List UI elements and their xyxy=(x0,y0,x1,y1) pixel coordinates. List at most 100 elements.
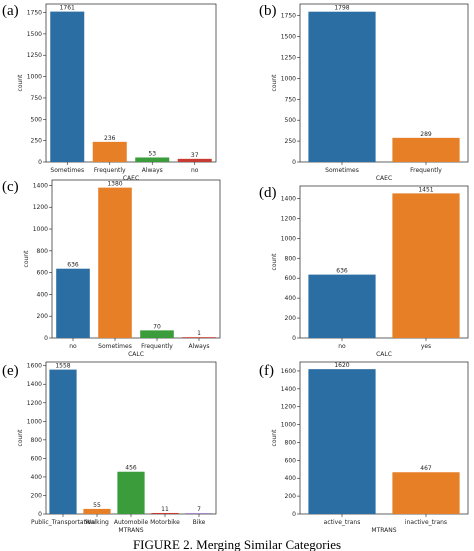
y-tick-label: 1500 xyxy=(281,34,296,41)
bar-no xyxy=(56,268,90,338)
bar-no xyxy=(308,274,376,338)
bar-value-label: 289 xyxy=(420,131,432,138)
chart-panel-2: (b) 0 250 500 750 1000 1250 1500 1750 count 1798 So… xyxy=(259,3,469,182)
y-tick-label: 600 xyxy=(37,270,49,277)
panel-letter: (e) xyxy=(2,363,19,379)
y-tick-label: 600 xyxy=(31,455,43,462)
y-tick-label: 800 xyxy=(31,437,43,444)
x-tick-label: Sometimes xyxy=(98,343,132,350)
bar-bike xyxy=(185,513,213,514)
x-tick-label: Sometimes xyxy=(50,167,84,174)
bar-sometimes xyxy=(308,11,376,162)
axes-frame xyxy=(299,361,469,515)
bar-yes xyxy=(392,193,460,338)
y-tick-label: 1500 xyxy=(27,31,42,38)
x-axis-label: MTRANS xyxy=(118,527,143,534)
y-axis-label: count xyxy=(271,74,278,92)
y-tick-label: 600 xyxy=(285,275,297,282)
panel-letter: (a) xyxy=(2,3,19,19)
y-tick-label: 0 xyxy=(38,159,42,166)
y-tick-label: 1000 xyxy=(281,75,296,82)
y-tick-label: 250 xyxy=(285,138,297,145)
bar-value-label: 1620 xyxy=(334,362,349,369)
x-tick-label: Automobile xyxy=(114,519,149,526)
bar-value-label: 53 xyxy=(148,150,156,157)
y-tick-label: 1000 xyxy=(281,235,296,242)
bar-value-label: 37 xyxy=(191,152,199,159)
y-tick-label: 800 xyxy=(285,255,297,262)
bar-value-label: 636 xyxy=(336,268,348,275)
bar-value-label: 55 xyxy=(93,502,101,509)
y-tick-label: 400 xyxy=(285,295,297,302)
bar-value-label: 1380 xyxy=(107,181,122,188)
x-tick-label: Frequently xyxy=(141,343,173,350)
y-tick-label: 250 xyxy=(31,138,43,145)
y-tick-label: 1200 xyxy=(281,215,296,222)
y-tick-label: 0 xyxy=(292,335,296,342)
x-axis-label: CAEC xyxy=(376,175,392,182)
x-axis-label: CAEC xyxy=(123,175,139,182)
y-tick-label: 600 xyxy=(285,457,297,464)
y-tick-label: 1200 xyxy=(281,404,296,411)
y-tick-label: 1200 xyxy=(27,400,42,407)
chart-panel-3: (c) 0 200 400 600 800 1000 1200 1400 count 636 no 13… xyxy=(2,179,221,358)
x-tick-label: Always xyxy=(142,167,163,174)
y-tick-label: 0 xyxy=(38,511,42,518)
y-tick-label: 1400 xyxy=(281,195,296,202)
y-tick-label: 800 xyxy=(37,248,49,255)
axes-frame xyxy=(299,185,469,339)
bar-value-label: 1798 xyxy=(334,5,349,12)
y-tick-label: 800 xyxy=(285,439,297,446)
y-tick-label: 400 xyxy=(285,475,297,482)
x-tick-label: active_trans xyxy=(324,519,361,526)
x-axis-label: CALC xyxy=(376,351,392,358)
x-tick-label: Sometimes xyxy=(325,167,359,174)
y-axis-label: count xyxy=(271,253,278,271)
y-tick-label: 750 xyxy=(285,96,297,103)
chart-panel-1: (a) 0 250 500 750 1000 1250 1500 1750 count 1761 So… xyxy=(2,3,217,182)
x-tick-label: Walking xyxy=(85,519,109,526)
y-tick-label: 750 xyxy=(31,95,43,102)
x-tick-label: inactive_trans xyxy=(405,519,447,526)
bar-value-label: 1761 xyxy=(60,5,75,12)
bar-value-label: 1558 xyxy=(55,363,70,370)
x-tick-label: Public_Transportation xyxy=(31,519,95,526)
bar-no xyxy=(177,158,212,162)
bar-value-label: 7 xyxy=(197,506,201,513)
y-tick-label: 500 xyxy=(31,116,43,123)
y-tick-label: 1750 xyxy=(27,10,42,17)
y-tick-label: 1000 xyxy=(33,226,48,233)
bar-value-label: 1 xyxy=(197,330,201,337)
x-tick-label: no xyxy=(191,167,199,174)
bar-value-label: 70 xyxy=(153,323,161,330)
y-tick-label: 0 xyxy=(292,159,296,166)
y-tick-label: 1200 xyxy=(33,204,48,211)
y-tick-label: 400 xyxy=(37,291,49,298)
x-tick-label: Bike xyxy=(193,519,206,526)
bar-walking xyxy=(83,508,111,514)
y-axis-label: count xyxy=(23,250,30,268)
figure-caption: FIGURE 2. Merging Similar Categories xyxy=(133,537,341,551)
y-axis-label: count xyxy=(271,429,278,447)
y-axis-label: count xyxy=(17,74,24,92)
y-tick-label: 1750 xyxy=(281,13,296,20)
bar-inactive-trans xyxy=(392,472,460,514)
axes-frame xyxy=(299,3,469,163)
y-tick-label: 1250 xyxy=(281,55,296,62)
x-axis-label: CALC xyxy=(128,351,144,358)
bar-public-transportation xyxy=(49,369,77,514)
panel-letter: (c) xyxy=(2,179,19,195)
x-tick-label: no xyxy=(338,343,346,350)
bar-value-label: 636 xyxy=(67,262,79,269)
axes-frame xyxy=(51,179,221,339)
y-tick-label: 0 xyxy=(292,511,296,518)
bar-value-label: 1451 xyxy=(418,186,433,193)
x-tick-label: Frequently xyxy=(94,167,126,174)
bar-sometimes xyxy=(50,11,85,163)
y-tick-label: 1400 xyxy=(33,182,48,189)
y-axis-label: count xyxy=(17,429,24,447)
panel-letter: (b) xyxy=(259,3,277,19)
y-tick-label: 1600 xyxy=(27,363,42,370)
y-tick-label: 1400 xyxy=(27,381,42,388)
